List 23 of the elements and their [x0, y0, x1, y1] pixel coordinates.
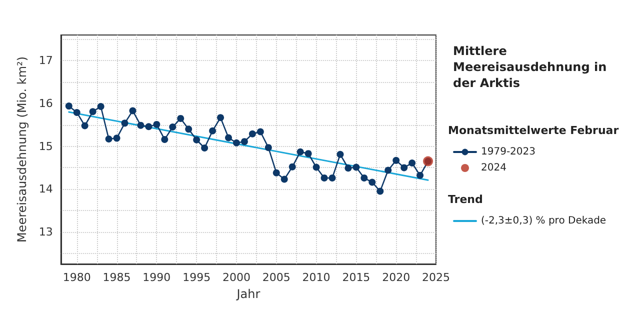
- legend-label: (-2,3±0,3) % pro Dekade: [481, 216, 606, 226]
- y-tick-label: 16: [38, 96, 53, 110]
- x-tick-label: 1990: [142, 271, 171, 284]
- x-tick-label: 2000: [222, 271, 250, 284]
- y-tick-label: 17: [38, 54, 53, 68]
- legend-label: 2024: [481, 162, 506, 174]
- x-tick-label: 2025: [422, 271, 450, 284]
- x-tick-label: 2005: [262, 271, 290, 284]
- y-tick-label: 13: [38, 225, 53, 238]
- y-tick-label: 15: [38, 140, 53, 153]
- x-axis-title: Jahr: [236, 287, 260, 301]
- y-axis-title: Meereisausdehnung (Mio. km²): [15, 56, 29, 243]
- legend-title: Monatsmittelwerte Februar: [448, 124, 620, 137]
- x-tick-label: 2010: [302, 271, 330, 284]
- x-tick-label: 1985: [102, 271, 131, 284]
- x-tick-label: 1980: [62, 271, 91, 284]
- legend-label: 1979-2023: [481, 146, 536, 158]
- y-tick-label: 14: [38, 182, 53, 196]
- x-tick-label: 2015: [342, 271, 370, 284]
- text: Trend: [448, 193, 483, 206]
- text: Mittlere Meereisausdehnung in der Arktis: [453, 44, 611, 90]
- x-tick-label: 2020: [382, 271, 410, 284]
- x-tick-label: 1995: [182, 271, 211, 284]
